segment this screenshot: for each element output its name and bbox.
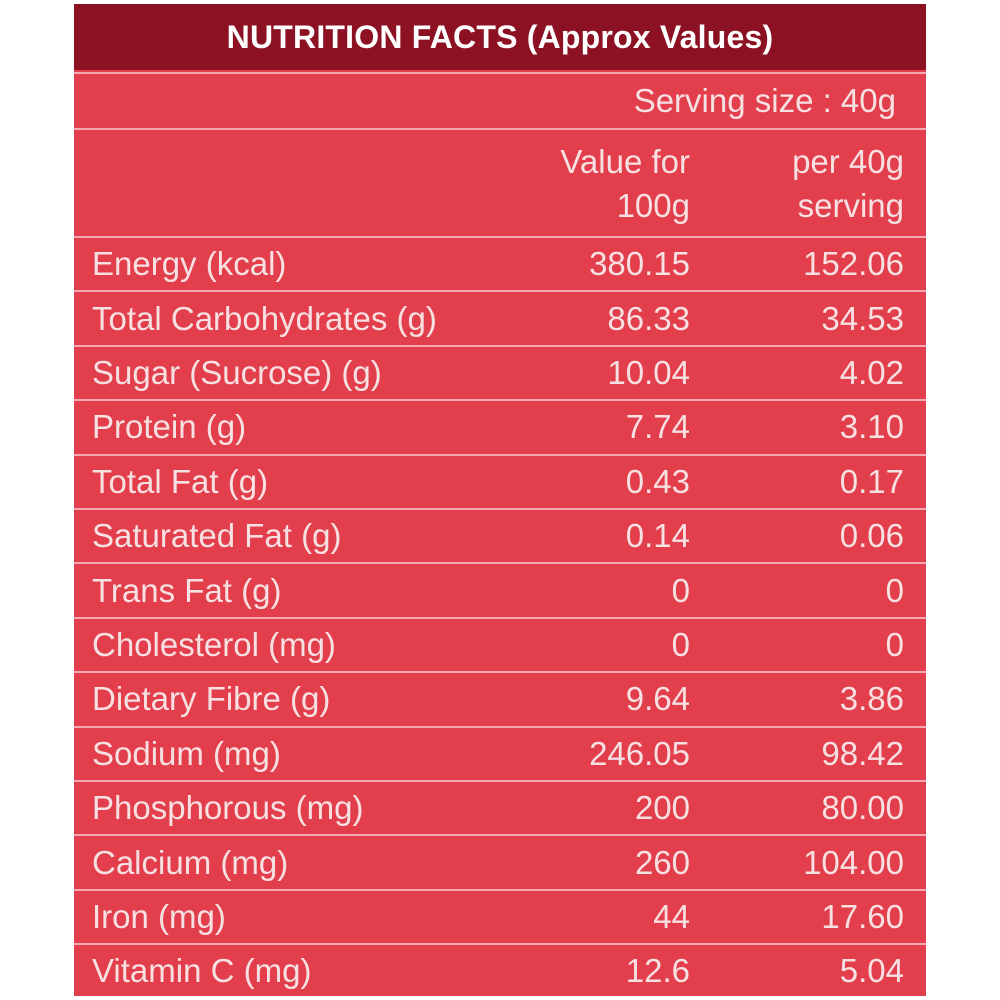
- nutrient-label: Cholesterol (mg): [92, 625, 336, 663]
- nutrient-label: Dietary Fibre (g): [92, 680, 331, 718]
- table-row: Energy (kcal) 380.15 152.06: [74, 236, 926, 290]
- value-per-100g: 7.74: [625, 408, 690, 446]
- value-per-serving: 0.17: [839, 462, 904, 500]
- value-per-serving: 80.00: [821, 789, 904, 827]
- value-per-serving: 0: [885, 625, 904, 663]
- table-row: Saturated Fat (g) 0.14 0.06: [74, 508, 926, 562]
- table-row: Protein (g) 7.74 3.10: [74, 399, 926, 453]
- table-row: Trans Fat (g) 0 0: [74, 562, 926, 616]
- value-per-100g: 246.05: [589, 734, 690, 772]
- nutrient-label: Total Carbohydrates (g): [92, 299, 437, 337]
- nutrient-label: Energy (kcal): [92, 245, 287, 283]
- table-row: Total Fat (g) 0.43 0.17: [74, 453, 926, 508]
- value-per-serving: 5.04: [839, 952, 904, 990]
- value-per-100g: 0.14: [625, 517, 690, 555]
- table-row: Sodium (mg) 246.05 98.42: [74, 725, 926, 780]
- table-row: Calcium (mg) 260 104.00: [74, 834, 926, 888]
- value-per-serving: 4.02: [839, 353, 904, 391]
- nutrient-label: Sodium (mg): [92, 734, 281, 772]
- value-per-serving: 3.86: [839, 680, 904, 718]
- nutrient-label: Protein (g): [92, 408, 247, 446]
- value-per-100g: 44: [653, 897, 690, 935]
- value-per-100g: 0.43: [625, 462, 690, 500]
- value-per-serving: 0.06: [839, 517, 904, 555]
- table-row: Dietary Fibre (g) 9.64 3.86: [74, 671, 926, 725]
- value-per-100g: 260: [634, 843, 690, 881]
- value-per-serving: 3.10: [839, 408, 904, 446]
- nutrient-label: Phosphorous (mg): [92, 789, 364, 827]
- nutrition-facts-panel: NUTRITION FACTS (Approx Values) Serving …: [74, 4, 926, 996]
- table-row: Sugar (Sucrose) (g) 10.04 4.02: [74, 344, 926, 399]
- column-header-per-serving-line1: per 40g: [792, 143, 904, 180]
- nutrient-label: Calcium (mg): [92, 843, 289, 881]
- value-per-serving: 104.00: [803, 843, 904, 881]
- value-per-100g: 12.6: [625, 952, 690, 990]
- value-per-serving: 34.53: [821, 299, 904, 337]
- value-per-100g: 200: [634, 789, 690, 827]
- table-row: Cholesterol (mg) 0 0: [74, 616, 926, 671]
- value-per-100g: 86.33: [607, 299, 690, 337]
- value-per-100g: 10.04: [607, 353, 690, 391]
- nutrient-label: Total Fat (g): [92, 462, 269, 500]
- value-per-100g: 380.15: [589, 245, 690, 283]
- nutrient-label: Trans Fat (g): [92, 571, 282, 609]
- table-row: Iron (mg) 44 17.60: [74, 888, 926, 943]
- serving-size-text: Serving size : 40g: [633, 82, 896, 119]
- value-per-serving: 98.42: [821, 734, 904, 772]
- value-per-100g: 0: [671, 571, 690, 609]
- nutrient-label: Saturated Fat (g): [92, 517, 342, 555]
- table-row: Phosphorous (mg) 200 80.00: [74, 780, 926, 834]
- column-header-per-serving: per 40g serving: [792, 140, 904, 228]
- nutrient-label: Iron (mg): [92, 897, 226, 935]
- table-row: Total Carbohydrates (g) 86.33 34.53: [74, 290, 926, 344]
- column-header-per-100g-line1: Value for: [560, 143, 690, 180]
- column-header-per-100g: Value for 100g: [560, 140, 690, 228]
- column-header-row: Value for 100g per 40g serving: [74, 128, 926, 236]
- column-header-per-100g-line2: 100g: [616, 187, 690, 224]
- value-per-serving: 152.06: [803, 245, 904, 283]
- value-per-100g: 0: [671, 625, 690, 663]
- column-header-per-serving-line2: serving: [797, 187, 904, 224]
- nutrition-title: NUTRITION FACTS (Approx Values): [74, 4, 926, 70]
- value-per-serving: 17.60: [821, 897, 904, 935]
- nutrient-label: Sugar (Sucrose) (g): [92, 353, 382, 391]
- table-row: Vitamin C (mg) 12.6 5.04: [74, 943, 926, 997]
- value-per-serving: 0: [885, 571, 904, 609]
- nutrient-label: Vitamin C (mg): [92, 952, 312, 990]
- serving-size-row: Serving size : 40g: [74, 72, 926, 128]
- value-per-100g: 9.64: [625, 680, 690, 718]
